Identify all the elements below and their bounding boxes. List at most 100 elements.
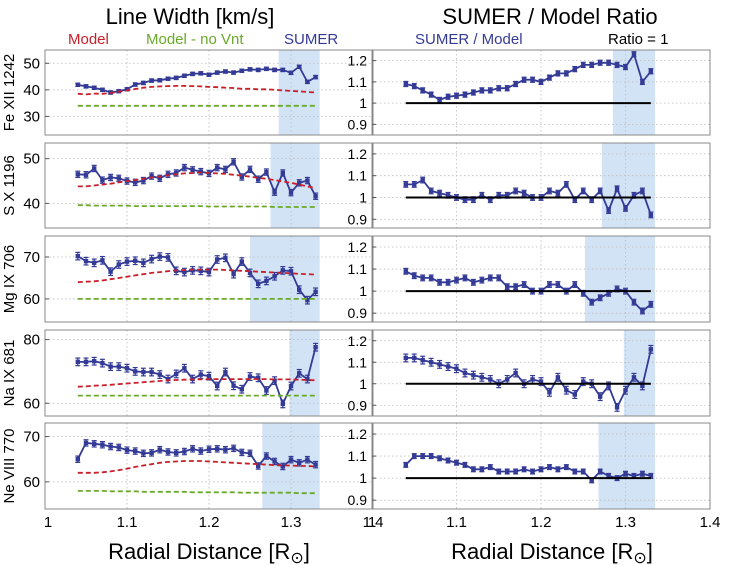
data-point — [437, 362, 442, 367]
data-point — [640, 188, 645, 194]
data-point — [174, 170, 179, 176]
data-point — [157, 372, 162, 377]
data-point — [133, 369, 138, 374]
legend-model: Model — [68, 31, 109, 48]
x-tick-label: 1.4 — [700, 514, 721, 531]
data-point — [581, 379, 586, 384]
data-point — [420, 275, 425, 281]
panel-frame — [371, 142, 711, 229]
x-tick-label: 1.4 — [363, 514, 384, 531]
data-point — [454, 93, 459, 98]
y-tick-label: 50 — [23, 151, 40, 168]
data-point — [614, 286, 620, 292]
panel-width-2: 60 70 Mg IX 706 — [1, 235, 374, 323]
data-point — [92, 85, 97, 90]
legend-model-no-vnt: Model - no Vnt — [146, 31, 244, 48]
data-point — [141, 260, 146, 266]
highlight-band — [598, 423, 656, 509]
data-point — [174, 371, 179, 377]
data-point — [631, 473, 637, 479]
data-point — [280, 464, 285, 469]
y-tick-label: 1.2 — [348, 53, 368, 69]
data-point — [564, 388, 569, 393]
data-point — [256, 375, 261, 380]
data-point — [547, 75, 552, 80]
y-tick-label: 40 — [23, 195, 40, 212]
data-point — [83, 258, 89, 264]
data-point — [116, 262, 121, 267]
data-point — [505, 86, 510, 91]
panel-frame — [371, 422, 711, 510]
data-point — [623, 388, 628, 393]
data-point — [428, 92, 434, 97]
y-tick-label: 1 — [359, 95, 367, 111]
y-tick-label: 1.1 — [348, 448, 368, 464]
data-point — [272, 459, 277, 464]
data-point — [92, 359, 97, 364]
data-point — [108, 175, 113, 180]
highlight-band — [612, 50, 656, 135]
panel-width-0: 30 40 50 Fe XII 1242 — [1, 49, 374, 136]
data-point — [606, 383, 611, 389]
y-tick-label: 1.2 — [348, 333, 368, 349]
data-point — [479, 467, 485, 472]
model-line — [77, 378, 316, 388]
y-tick-label: 1 — [359, 376, 367, 392]
data-point — [412, 83, 417, 89]
data-point — [247, 167, 253, 172]
data-point — [555, 190, 561, 196]
data-point — [75, 253, 80, 259]
data-point — [555, 71, 561, 76]
panel-frame — [44, 49, 374, 136]
data-point — [538, 467, 544, 472]
data-point — [92, 260, 97, 266]
data-point — [108, 444, 113, 449]
data-point — [471, 372, 476, 378]
data-point — [496, 86, 501, 91]
highlight-band — [250, 236, 320, 322]
data-point — [174, 450, 179, 456]
data-point — [479, 277, 485, 283]
data-point — [530, 377, 535, 382]
x-tick-label: 1.2 — [531, 514, 552, 531]
panel-ratio-3: 0.9 1 1.1 1.2 — [348, 329, 711, 417]
data-point — [428, 453, 434, 459]
data-point — [124, 447, 130, 453]
data-point — [305, 297, 310, 303]
data-point — [614, 405, 620, 410]
data-point — [206, 269, 212, 275]
data-point — [420, 357, 425, 363]
panel-ratio-1: 0.9 1 1.1 1.2 — [348, 142, 711, 229]
data-point — [581, 291, 586, 296]
data-point — [264, 388, 269, 393]
data-point — [572, 66, 577, 72]
data-point — [264, 453, 269, 459]
data-point — [288, 269, 294, 274]
data-point — [223, 69, 228, 74]
data-point — [530, 77, 535, 82]
data-point — [437, 190, 442, 196]
data-point — [239, 68, 244, 73]
data-point — [462, 462, 468, 468]
right-x-label-symbol: ⊙ — [633, 550, 646, 565]
x-tick-label: 1.1 — [117, 514, 138, 531]
data-point — [198, 448, 203, 454]
data-point — [182, 366, 187, 371]
data-point — [92, 441, 97, 447]
highlight-band — [623, 330, 656, 416]
data-point — [206, 373, 212, 379]
data-point — [555, 375, 561, 380]
y-tick-label: 60 — [23, 474, 40, 491]
data-point — [133, 82, 138, 87]
highlight-band — [270, 143, 320, 228]
data-point — [83, 440, 89, 446]
data-point — [133, 258, 138, 263]
panel-ratio-4: 0.911.11.21 1.1 1.2 1.3 1.4 — [348, 422, 721, 531]
data-point — [272, 67, 277, 73]
data-point — [157, 78, 162, 83]
panel-ratio-2: 0.9 1 1.1 1.2 — [348, 235, 711, 323]
data-point — [313, 462, 318, 467]
data-point — [445, 193, 451, 198]
data-point — [623, 64, 628, 70]
data-point — [488, 377, 493, 382]
